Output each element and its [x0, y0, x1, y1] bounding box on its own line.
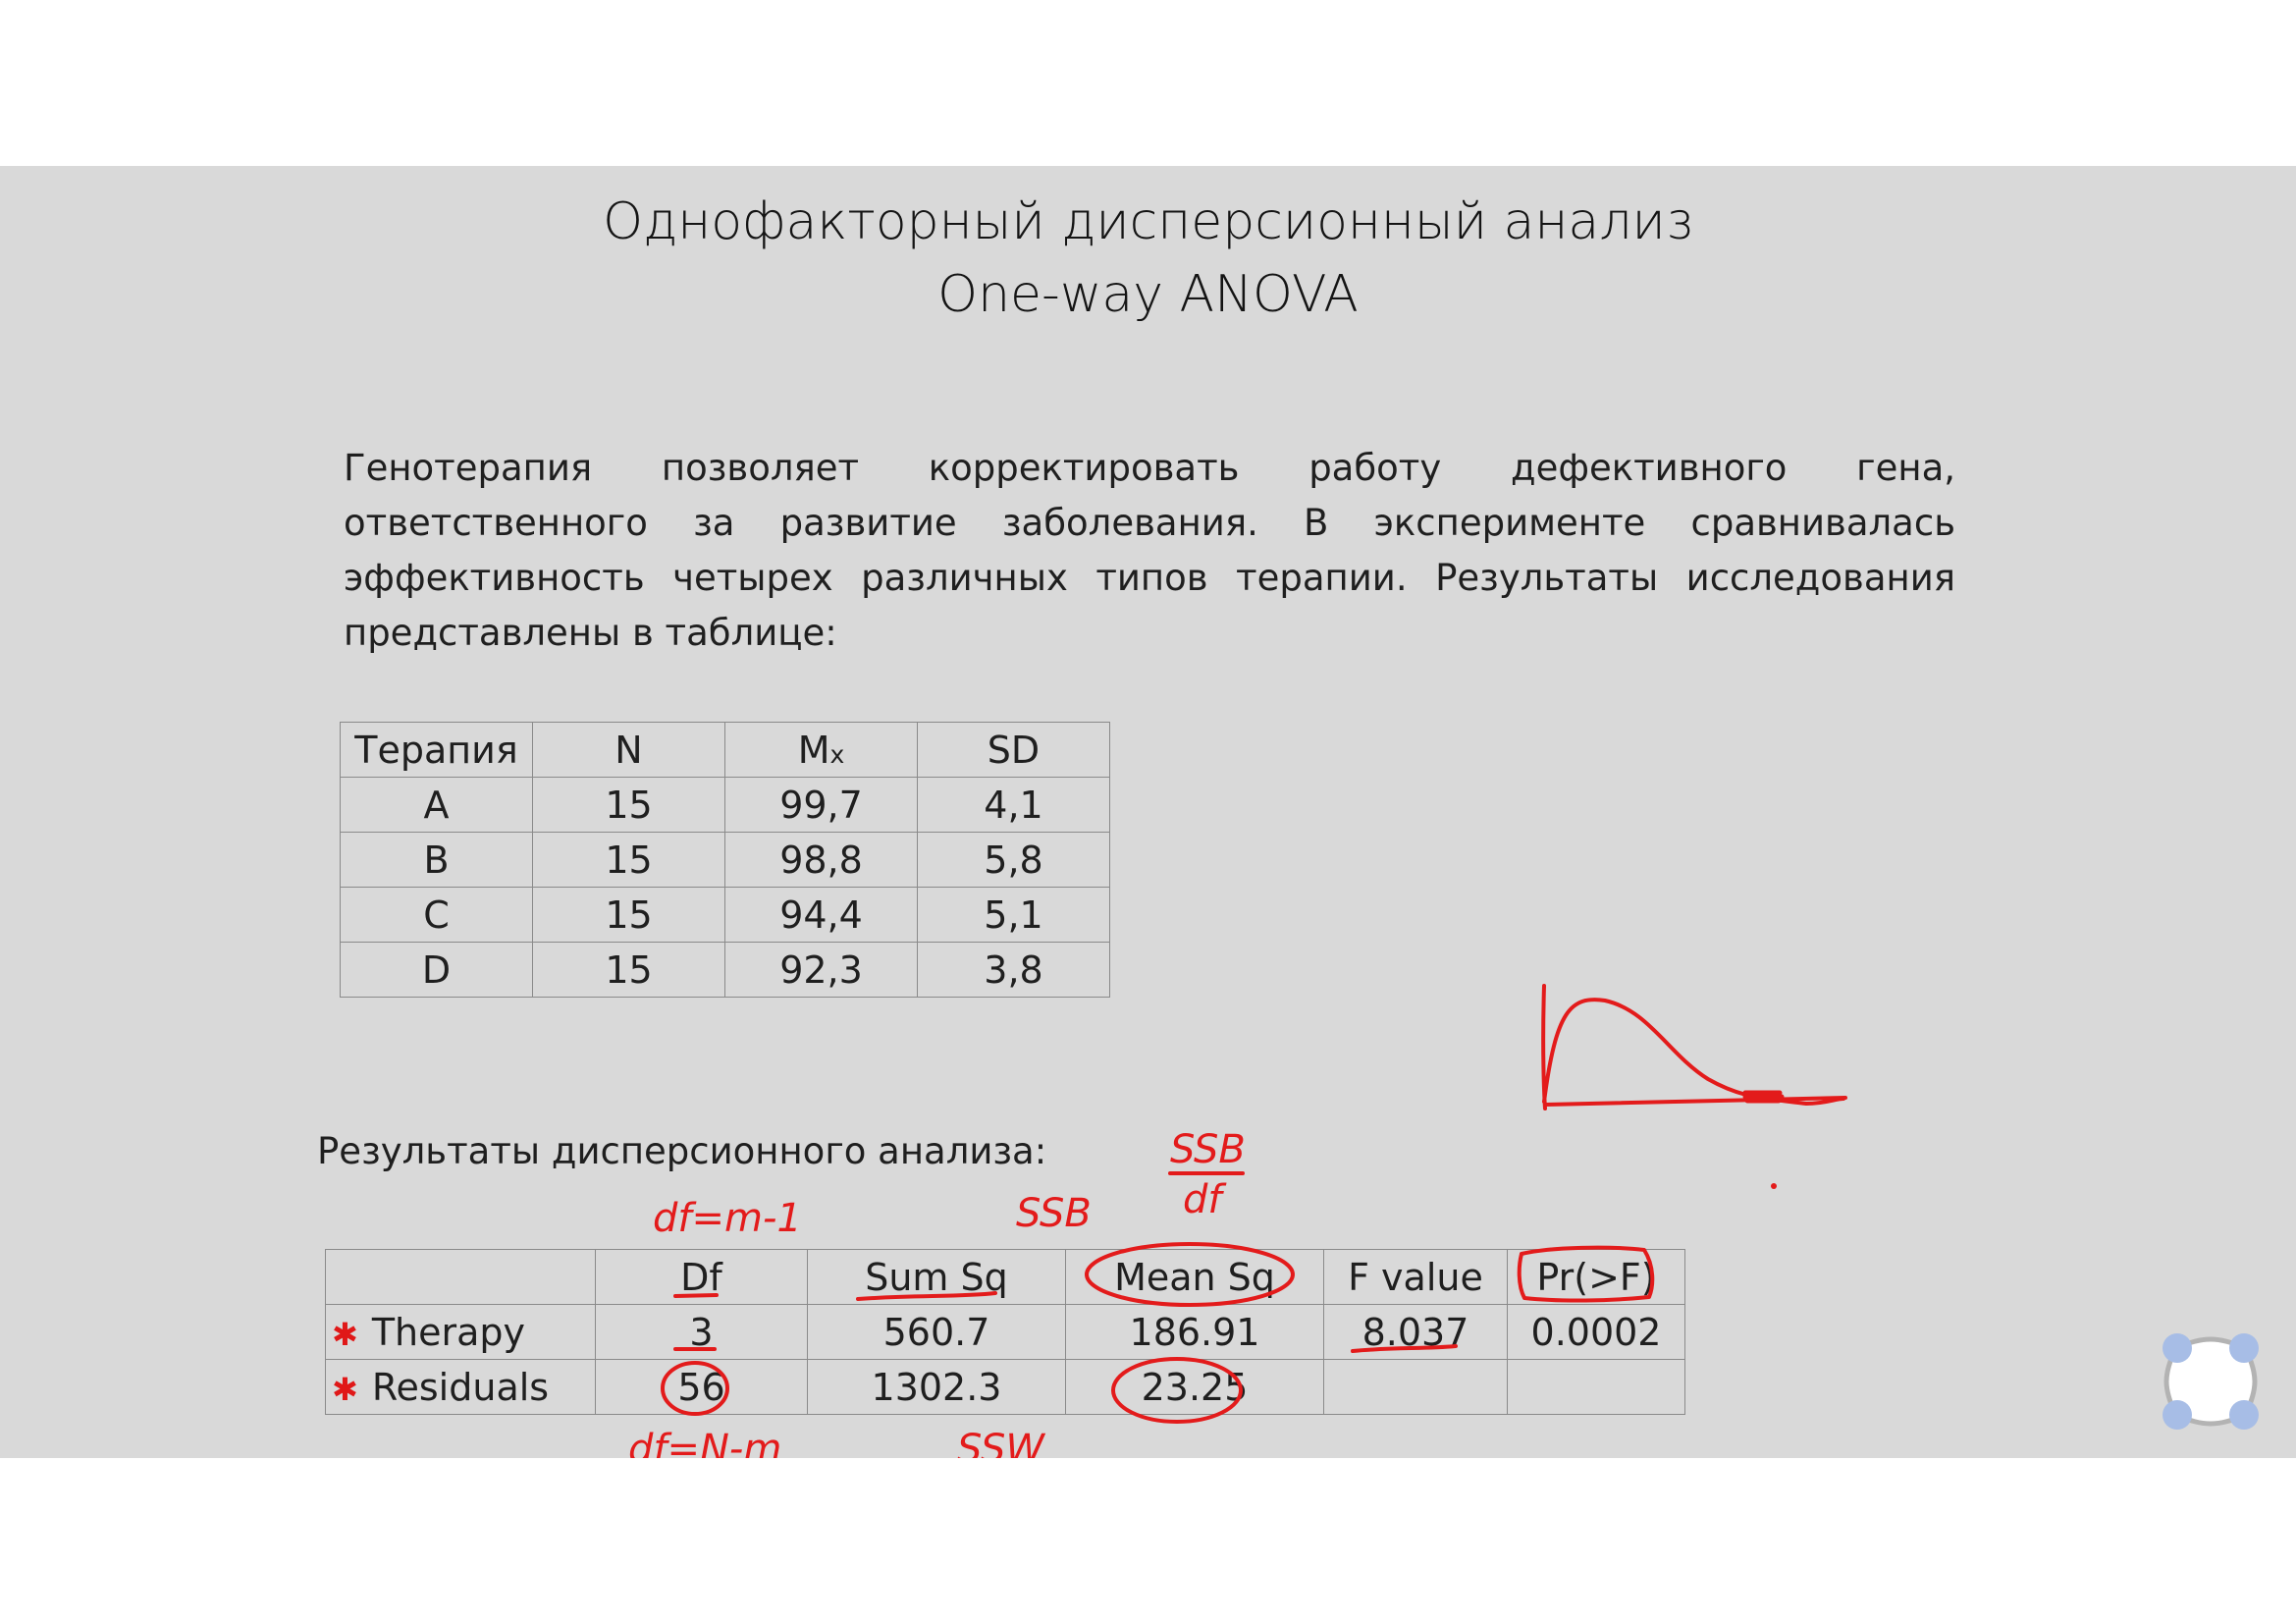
table-cell: 5,8: [917, 832, 1110, 888]
table-cell: 15: [532, 887, 725, 943]
table-cell: 98,8: [724, 832, 918, 888]
annotation-ssb-den: df: [1183, 1177, 1227, 1222]
header-mean-sq: Mean Sq: [1065, 1249, 1324, 1305]
table-row: A 15 99,7 4,1: [340, 777, 1110, 833]
slide-title: Однофакторный дисперсионный анализ One-w…: [0, 186, 2296, 331]
table-row: D 15 92,3 3,8: [340, 942, 1110, 998]
header-mx: Mx: [724, 722, 918, 778]
anova-results-label: Результаты дисперсионного анализа:: [317, 1130, 1047, 1172]
table-row: C 15 94,4 5,1: [340, 887, 1110, 943]
table-cell: B: [340, 832, 533, 888]
header-mx-sub: x: [829, 739, 845, 769]
title-english: One-way ANOVA: [937, 265, 1359, 324]
annotation-ssb: SSB: [1016, 1191, 1092, 1236]
annotation-df-within: df=N-m: [628, 1427, 781, 1458]
table-cell: 15: [532, 777, 725, 833]
table-cell: 15: [532, 832, 725, 888]
table-cell: 1302.3: [807, 1359, 1066, 1415]
header-f-value: F value: [1323, 1249, 1508, 1305]
asterisk-mark-icon: ✱: [332, 1315, 358, 1353]
annotation-ssw: SSW: [957, 1427, 1045, 1458]
f-tail-shading: [1742, 1090, 1785, 1104]
header-pr-f: Pr(>F): [1507, 1249, 1685, 1305]
table-cell: [1507, 1359, 1685, 1415]
therapy-data-table: Терапия N Mx SD A 15 99,7 4,1 B 15 98,8 …: [340, 722, 1110, 998]
table-cell: 99,7: [724, 777, 918, 833]
table-cell: 4,1: [917, 777, 1110, 833]
table-cell: 3: [595, 1304, 808, 1360]
table-cell: 3,8: [917, 942, 1110, 998]
row-label-text: Therapy: [371, 1310, 526, 1354]
intro-paragraph: Генотерапия позволяет корректировать раб…: [344, 447, 1955, 654]
ink-dot: [1771, 1183, 1777, 1189]
table-row: B 15 98,8 5,8: [340, 832, 1110, 888]
table-row: ✱ Residuals 56 1302.3 23.25: [325, 1359, 1685, 1415]
anova-header-row: Df Sum Sq Mean Sq F value Pr(>F): [325, 1249, 1685, 1305]
annotation-ssb-num: SSB: [1170, 1127, 1246, 1172]
anova-table: Df Sum Sq Mean Sq F value Pr(>F) ✱ Therap…: [325, 1249, 1685, 1415]
title-russian: Однофакторный дисперсионный анализ: [603, 192, 1693, 251]
table-cell: [1323, 1359, 1508, 1415]
table-cell: 8.037: [1323, 1304, 1508, 1360]
f-distribution-curve: [1541, 984, 1845, 1110]
four-dot-pen-tool-icon[interactable]: [2156, 1328, 2266, 1435]
table-cell: 94,4: [724, 887, 918, 943]
table-cell: 23.25: [1065, 1359, 1324, 1415]
table-cell: 0.0002: [1507, 1304, 1685, 1360]
table-row: ✱ Therapy 3 560.7 186.91 8.037 0.0002: [325, 1304, 1685, 1360]
header-sd: SD: [917, 722, 1110, 778]
f-distribution-axis: [1544, 1096, 1847, 1107]
header-therapy: Терапия: [340, 722, 533, 778]
header-m: M: [797, 728, 830, 772]
row-label-text: Residuals: [371, 1365, 550, 1409]
row-label-therapy: ✱ Therapy: [325, 1304, 596, 1360]
table-cell: D: [340, 942, 533, 998]
table-header-row: Терапия N Mx SD: [340, 722, 1110, 778]
asterisk-mark-icon: ✱: [332, 1370, 358, 1408]
table-cell: 92,3: [724, 942, 918, 998]
table-cell: 560.7: [807, 1304, 1066, 1360]
header-sum-sq: Sum Sq: [807, 1249, 1066, 1305]
table-cell: 56: [595, 1359, 808, 1415]
slide: Однофакторный дисперсионный анализ One-w…: [0, 166, 2296, 1458]
header-n: N: [532, 722, 725, 778]
table-cell: C: [340, 887, 533, 943]
header-df: Df: [595, 1249, 808, 1305]
row-label-residuals: ✱ Residuals: [325, 1359, 596, 1415]
header-empty: [325, 1249, 596, 1305]
table-cell: 15: [532, 942, 725, 998]
table-cell: 186.91: [1065, 1304, 1324, 1360]
annotation-df-between: df=m-1: [653, 1196, 802, 1241]
table-cell: 5,1: [917, 887, 1110, 943]
table-cell: A: [340, 777, 533, 833]
